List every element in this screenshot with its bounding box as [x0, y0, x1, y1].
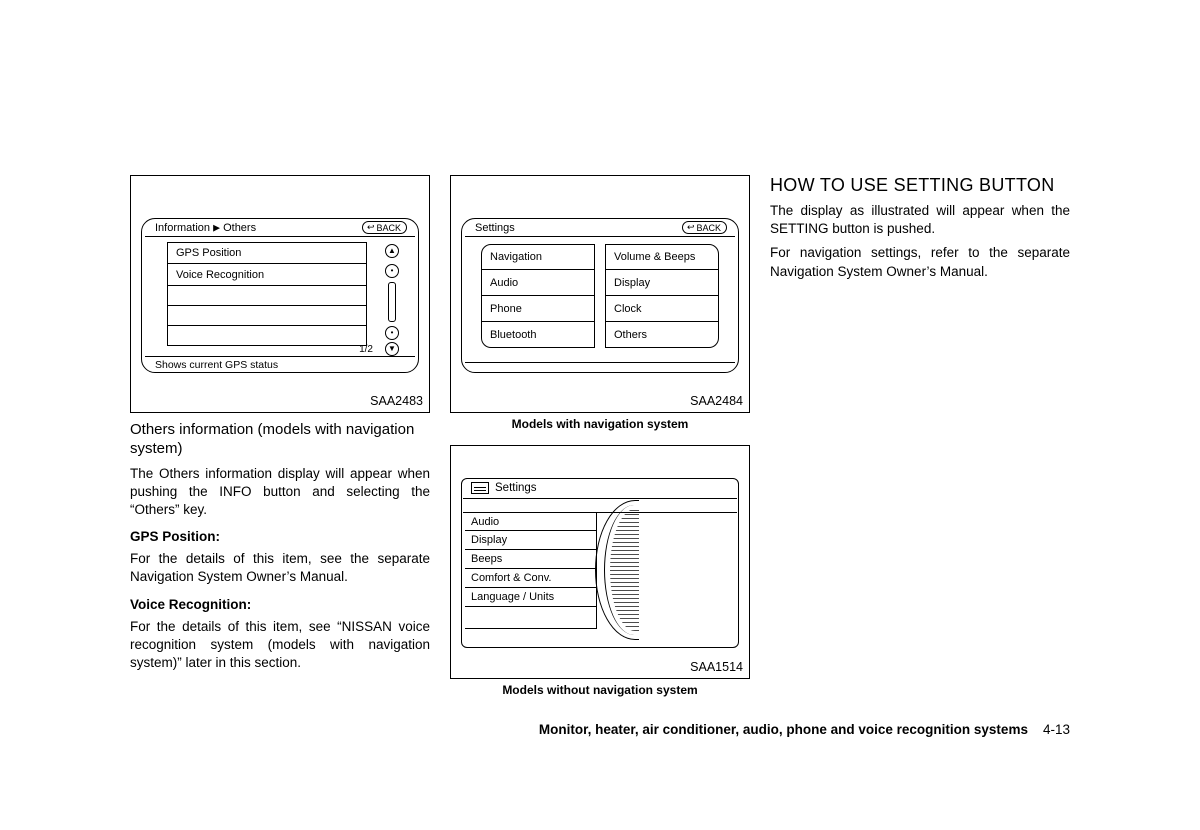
menu-item-navigation[interactable]: Navigation — [481, 244, 595, 270]
sub-heading: Voice Recognition: — [130, 597, 430, 612]
menu-item-voice[interactable]: Voice Recognition — [167, 264, 367, 286]
footer-section: Monitor, heater, air conditioner, audio,… — [539, 722, 1028, 737]
scroll-down-icon[interactable]: ▼ — [385, 342, 399, 356]
figure-id: SAA2483 — [370, 394, 423, 408]
paragraph: For the details of this item, see “NISSA… — [130, 618, 430, 673]
settings-list: Audio Display Beeps Comfort & Conv. Lang… — [465, 512, 597, 629]
scroll-stop-icon[interactable]: • — [385, 264, 399, 278]
figure-caption: Models without navigation system — [450, 683, 750, 697]
column-2: Settings ↩ BACK Navigation Audio Phone B… — [450, 175, 750, 697]
scroll-stop-icon[interactable]: • — [385, 326, 399, 340]
menu-item-bluetooth[interactable]: Bluetooth — [481, 322, 595, 348]
back-button[interactable]: ↩ BACK — [362, 221, 407, 234]
settings-right-col: Volume & Beeps Display Clock Others — [605, 244, 719, 351]
section-heading: Others information (models with navigati… — [130, 421, 430, 459]
menu-item-volume[interactable]: Volume & Beeps — [605, 244, 719, 270]
back-label: BACK — [696, 223, 721, 233]
menu-item-others[interactable]: Others — [605, 322, 719, 348]
settings-icon — [471, 482, 489, 494]
figure-settings-nav: Settings ↩ BACK Navigation Audio Phone B… — [450, 175, 750, 413]
page-footer: Monitor, heater, air conditioner, audio,… — [539, 722, 1070, 737]
paragraph: The Others information display will appe… — [130, 465, 430, 520]
menu-item-comfort[interactable]: Comfort & Conv. — [465, 569, 597, 588]
menu-item-audio[interactable]: Audio — [481, 270, 595, 296]
back-label: BACK — [376, 223, 401, 233]
menu-item-clock[interactable]: Clock — [605, 296, 719, 322]
scroll-track[interactable] — [388, 282, 396, 322]
menu-item-gps[interactable]: GPS Position — [167, 242, 367, 264]
menu-list: GPS Position Voice Recognition — [167, 242, 367, 346]
section-heading: HOW TO USE SETTING BUTTON — [770, 175, 1070, 196]
column-3: HOW TO USE SETTING BUTTON The display as… — [770, 175, 1070, 697]
settings-left-col: Navigation Audio Phone Bluetooth — [481, 244, 595, 351]
menu-item-empty — [167, 306, 367, 326]
figure-caption: Models with navigation system — [450, 417, 750, 431]
menu-item-display[interactable]: Display — [465, 531, 597, 550]
figure-id: SAA2484 — [690, 394, 743, 408]
footer-page-number: 4-13 — [1043, 722, 1070, 737]
paragraph: For navigation settings, refer to the se… — [770, 244, 1070, 280]
breadcrumb: Information ▶ Others — [155, 222, 256, 234]
menu-item-language[interactable]: Language / Units — [465, 588, 597, 607]
screen-title: Settings — [471, 482, 537, 494]
menu-item-display[interactable]: Display — [605, 270, 719, 296]
back-arrow-icon: ↩ — [367, 222, 375, 233]
menu-item-audio[interactable]: Audio — [465, 512, 597, 531]
menu-item-empty — [167, 286, 367, 306]
menu-item-empty — [465, 607, 597, 629]
back-arrow-icon: ↩ — [687, 222, 695, 233]
menu-item-phone[interactable]: Phone — [481, 296, 595, 322]
figure-others-info: Information ▶ Others ↩ BACK GPS Position… — [130, 175, 430, 413]
figure-id: SAA1514 — [690, 660, 743, 674]
status-text: Shows current GPS status — [155, 359, 278, 371]
back-button[interactable]: ↩ BACK — [682, 221, 727, 234]
paragraph: The display as illustrated will appear w… — [770, 202, 1070, 238]
screen-title: Settings — [475, 222, 515, 234]
sub-heading: GPS Position: — [130, 529, 430, 544]
figure-settings-nonav: Settings Audio Display Beeps Comfort & C… — [450, 445, 750, 679]
column-1: Information ▶ Others ↩ BACK GPS Position… — [130, 175, 430, 697]
menu-item-empty — [167, 326, 367, 346]
paragraph: For the details of this item, see the se… — [130, 550, 430, 586]
page-indicator: 1/2 — [359, 344, 373, 355]
breadcrumb-separator-icon: ▶ — [213, 223, 220, 234]
menu-item-beeps[interactable]: Beeps — [465, 550, 597, 569]
scroll-up-icon[interactable]: ▲ — [385, 244, 399, 258]
